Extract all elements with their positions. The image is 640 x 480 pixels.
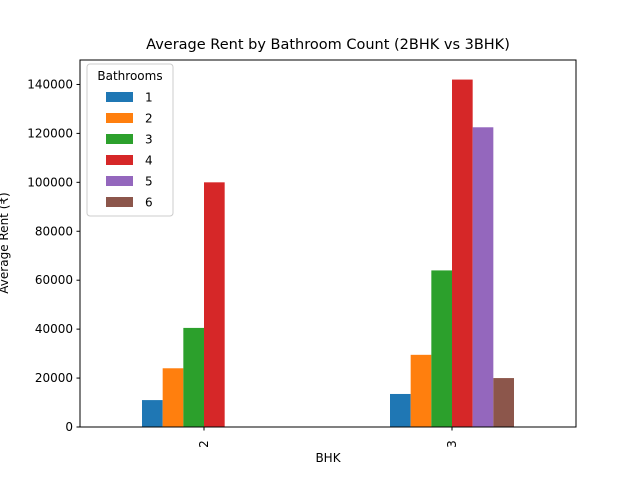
legend: Bathrooms 1 2 3 4 5 6 (86, 63, 174, 217)
legend-label: 4 (145, 154, 153, 168)
bar (204, 182, 225, 427)
chart-title: Average Rent by Bathroom Count (2BHK vs … (146, 37, 510, 53)
legend-swatch (106, 155, 133, 165)
bars-layer (142, 79, 514, 427)
legend-label: 3 (145, 133, 153, 147)
bar (493, 378, 514, 427)
legend-swatch (106, 197, 133, 207)
axes-layer: 0 20000 40000 60000 80000 100000 120000 140000 2… (27, 59, 577, 448)
y-tick-label: 20000 (35, 371, 73, 385)
legend-title: Bathrooms (97, 69, 162, 83)
legend-label: 5 (145, 175, 153, 189)
legend-label: 6 (145, 196, 153, 210)
bar (142, 400, 163, 427)
legend-label: 2 (145, 112, 153, 126)
y-tick-label: 140000 (27, 77, 73, 91)
plot-frame (79, 59, 577, 428)
bar (390, 393, 411, 427)
legend-swatch (106, 113, 133, 123)
bar (452, 79, 473, 427)
x-tick-label: 3 (445, 440, 459, 448)
legend-swatch (106, 134, 133, 144)
bar (431, 270, 452, 427)
bar (183, 327, 204, 427)
legend-swatch (106, 92, 133, 102)
y-axis-label: Average Rent (₹) (0, 192, 11, 293)
x-tick-label: 2 (197, 440, 211, 448)
y-tick-label: 60000 (35, 273, 73, 287)
legend-label: 1 (145, 91, 153, 105)
y-tick-label: 40000 (35, 322, 73, 336)
bar (472, 127, 494, 427)
y-tick-label: 0 (65, 420, 73, 434)
y-tick-label: 80000 (35, 224, 73, 238)
y-tick-label: 120000 (27, 126, 73, 140)
x-axis-label: BHK (315, 451, 341, 465)
legend-swatch (106, 176, 133, 186)
bar (410, 354, 432, 427)
bar (162, 368, 184, 427)
y-tick-label: 100000 (27, 175, 73, 189)
